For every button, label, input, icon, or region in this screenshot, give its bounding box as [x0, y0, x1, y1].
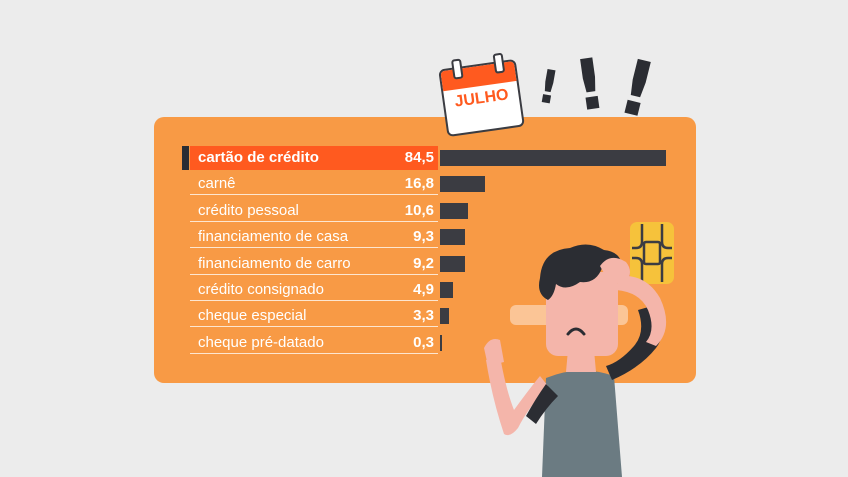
- row-divider: [190, 247, 438, 249]
- value-label: 10,6: [404, 201, 434, 219]
- value-label: 0,3: [413, 333, 434, 351]
- value-label: 9,2: [413, 254, 434, 272]
- row-divider: [190, 352, 438, 354]
- category-label: cheque pré-datado: [198, 333, 324, 351]
- bar: [440, 229, 465, 246]
- row-divider: [190, 326, 438, 328]
- bar: [440, 308, 449, 325]
- category-label: financiamento de casa: [198, 228, 349, 246]
- row-divider: [190, 273, 438, 275]
- calendar-icon: JULHO: [437, 51, 525, 138]
- category-label: carnê: [198, 175, 236, 193]
- bar: [440, 202, 469, 219]
- value-label: 84,5: [404, 149, 434, 166]
- value-label: 3,3: [413, 307, 434, 325]
- row-divider: [190, 194, 438, 196]
- value-label: 4,9: [413, 281, 434, 298]
- bar: [440, 334, 442, 351]
- value-label: 16,8: [404, 175, 434, 193]
- category-label: crédito pessoal: [198, 201, 299, 219]
- category-label: financiamento de carro: [198, 254, 351, 272]
- bar: [440, 282, 454, 298]
- category-label: cartão de crédito: [198, 149, 319, 166]
- highlight-row-marker: [182, 146, 189, 170]
- bar: [440, 255, 465, 272]
- category-label: crédito consignado: [198, 281, 324, 298]
- highlight-row-background: [190, 146, 438, 170]
- card-chip-icon: [630, 222, 674, 284]
- worried-person-illustration: [484, 244, 667, 477]
- value-label: 9,3: [413, 228, 434, 246]
- bar: [440, 176, 485, 193]
- category-label: cheque especial: [198, 307, 307, 325]
- row-divider: [190, 220, 438, 222]
- bar: [440, 150, 666, 166]
- row-divider: [190, 300, 438, 301]
